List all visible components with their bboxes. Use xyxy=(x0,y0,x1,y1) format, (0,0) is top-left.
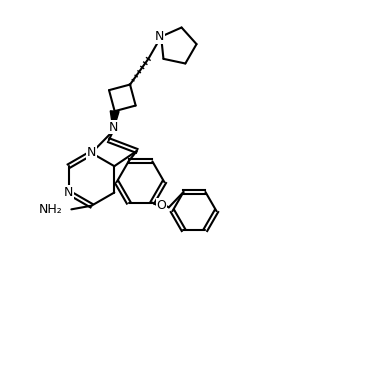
Text: N: N xyxy=(154,30,164,43)
Text: N: N xyxy=(64,186,73,199)
Text: N: N xyxy=(87,146,96,160)
Text: NH₂: NH₂ xyxy=(38,203,62,216)
Polygon shape xyxy=(110,111,119,131)
Text: O: O xyxy=(157,199,167,212)
Text: N: N xyxy=(108,121,118,134)
